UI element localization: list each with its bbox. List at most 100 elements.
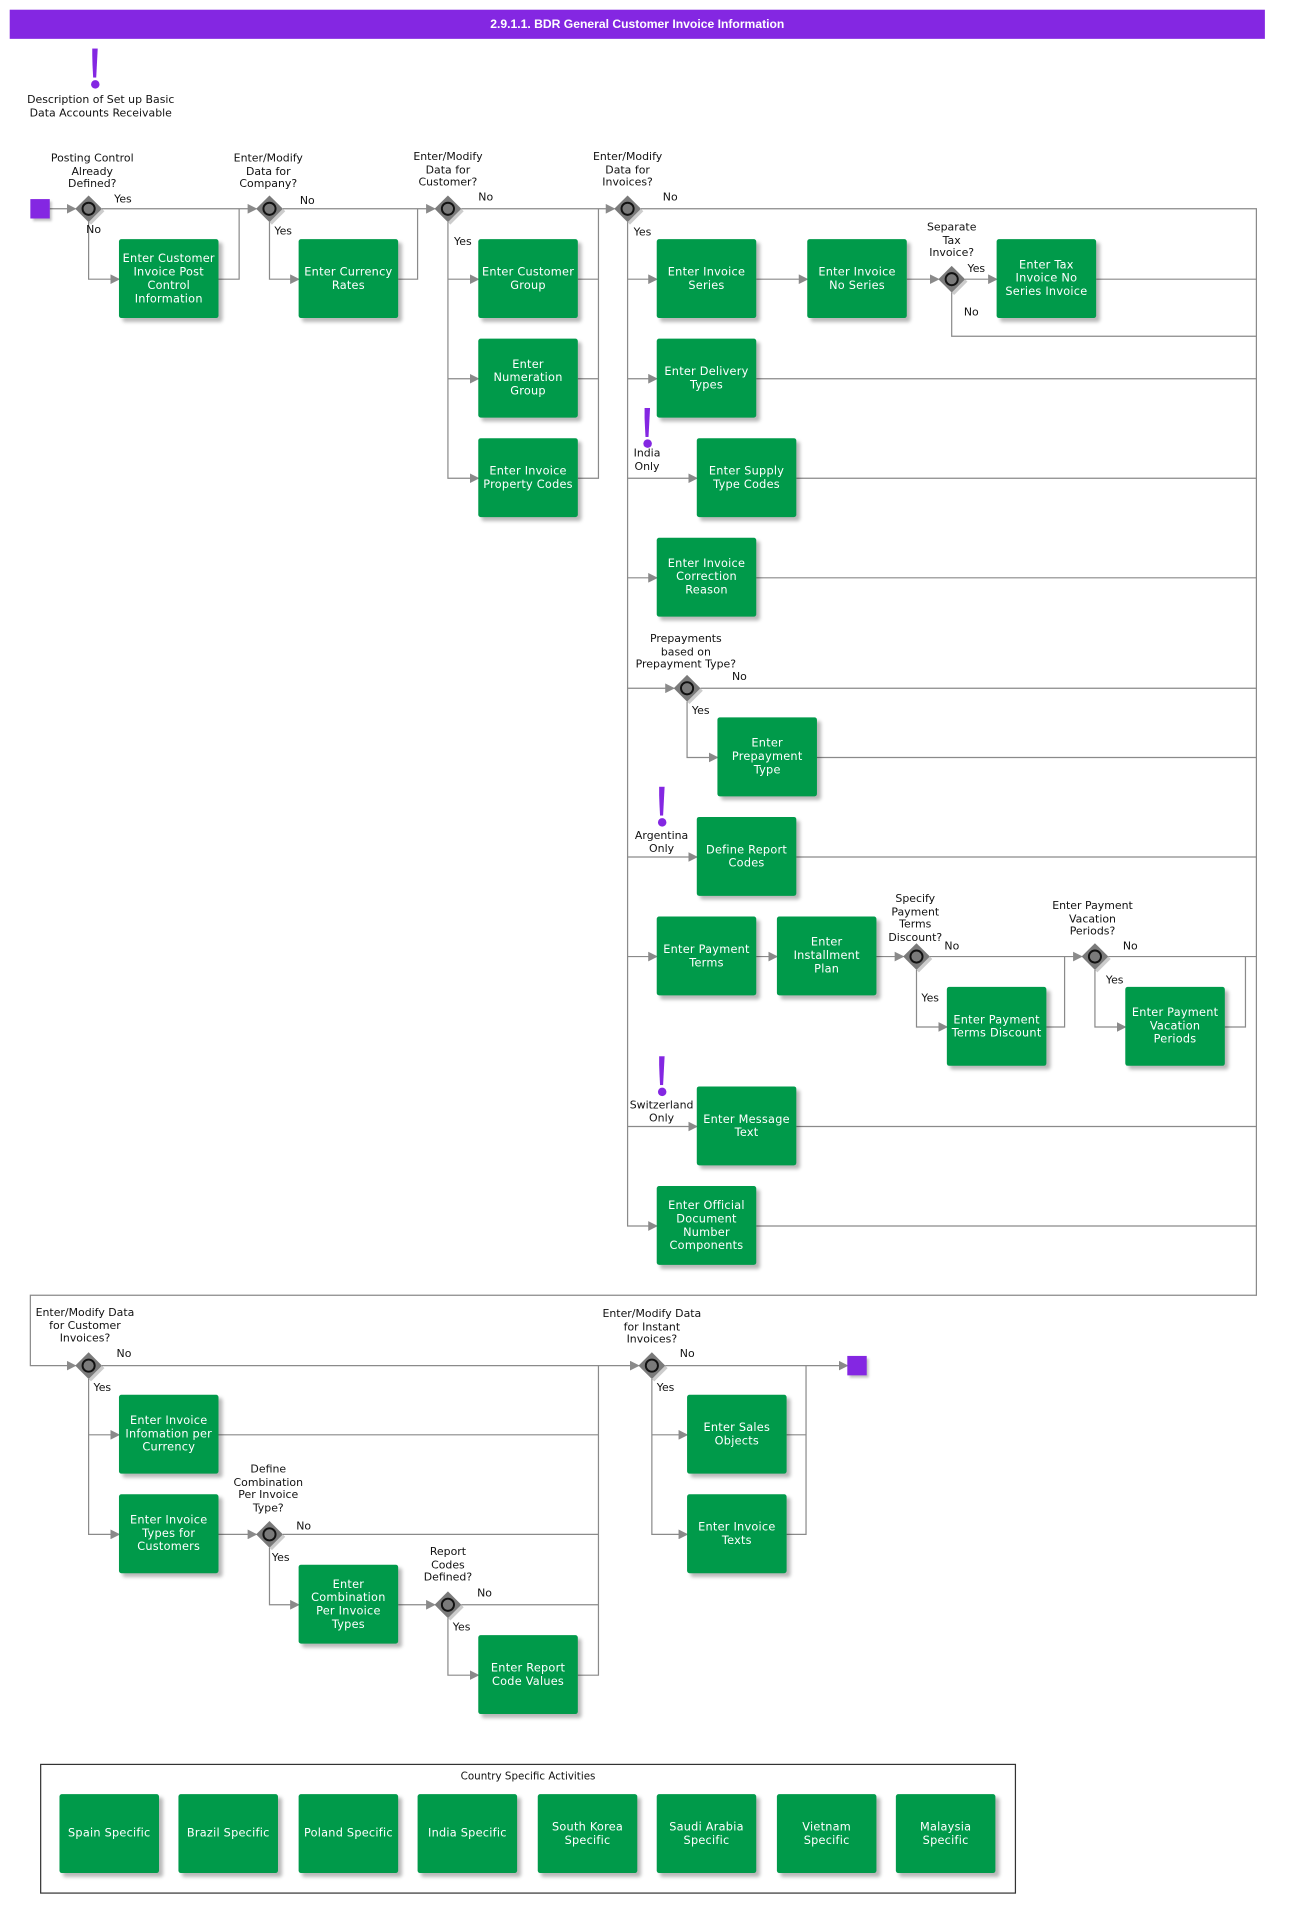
gateway-question: Report Codes Defined? — [423, 1546, 473, 1585]
activity-invoice-no-series[interactable]: Enter Invoice No Series — [807, 239, 907, 319]
activity-report-codes[interactable]: Define Report Codes — [696, 816, 797, 896]
sequence-flow — [218, 208, 240, 280]
exclamation-icon — [657, 1056, 667, 1097]
gateway-question: Enter Payment Vacation Periods? — [1052, 900, 1133, 939]
legend-item: Brazil Specific — [178, 1794, 278, 1874]
legend-item: Poland Specific — [298, 1794, 399, 1874]
yes-label: Yes — [452, 1621, 471, 1634]
activity-official-doc-number[interactable]: Enter Official Document Number Component… — [656, 1185, 757, 1265]
activity-invoice-types-customers[interactable]: Enter Invoice Types for Customers — [118, 1494, 219, 1574]
no-label: No — [963, 307, 979, 320]
gateway-g3 — [434, 195, 464, 225]
gateway-g6 — [638, 1352, 668, 1382]
activity-delivery-types[interactable]: Enter Delivery Types — [656, 338, 757, 418]
legend-title: Country Specific Activities — [460, 1771, 596, 1784]
sequence-flow — [398, 208, 419, 280]
note-india: India Only — [633, 447, 661, 473]
gateway-g-prepay — [673, 674, 703, 705]
sequence-flow — [786, 1365, 807, 1535]
yes-label: Yes — [967, 263, 986, 276]
activity-invoice-property-codes[interactable]: Enter Invoice Property Codes — [478, 438, 578, 518]
sequence-flow — [1094, 969, 1127, 1032]
legend-item: Vietnam Specific — [776, 1794, 877, 1874]
country-legend: Country Specific Activities — [40, 1763, 1017, 1894]
activity-payment-vacation-periods[interactable]: Enter Payment Vacation Periods — [1125, 986, 1225, 1066]
note-argentina: Argentina Only — [634, 830, 689, 856]
gateway-question: Define Combination Per Invoice Type? — [233, 1463, 304, 1515]
no-label: No — [299, 195, 315, 208]
activity-invoice-texts[interactable]: Enter Invoice Texts — [687, 1494, 787, 1574]
yes-label: Yes — [93, 1382, 112, 1395]
gateway-question: Enter/Modify Data for Customer Invoices? — [35, 1307, 135, 1346]
no-label: No — [86, 224, 102, 237]
gateway-question: Enter/Modify Data for Customer? — [413, 151, 483, 190]
activity-sales-objects[interactable]: Enter Sales Objects — [687, 1394, 787, 1474]
activity-post-control[interactable]: Enter Customer Invoice Post Control Info… — [118, 239, 219, 319]
gateway-g-disc — [903, 943, 933, 973]
exclamation-icon — [657, 786, 667, 827]
gateway-question: Enter/Modify Data for Company? — [233, 152, 303, 191]
sequence-flow — [915, 969, 949, 1032]
sequence-flow — [447, 1618, 480, 1681]
activity-info-per-currency[interactable]: Enter Invoice Infomation per Currency — [118, 1394, 219, 1474]
no-label: No — [478, 191, 494, 204]
no-label: No — [944, 940, 960, 953]
legend-item: Malaysia Specific — [895, 1794, 996, 1874]
gateway-g-vac — [1081, 943, 1111, 973]
activity-combination-per-type[interactable]: Enter Combination Per Invoice Types — [298, 1564, 399, 1644]
gateway-g-rep — [434, 1591, 464, 1621]
gateway-g-tax — [938, 265, 968, 295]
yes-label: Yes — [921, 992, 939, 1006]
sequence-flow — [951, 292, 1257, 337]
gateway-g2 — [256, 195, 286, 225]
gateway-question: Enter/Modify Data for Instant Invoices? — [602, 1308, 702, 1347]
activity-payment-terms[interactable]: Enter Payment Terms — [656, 916, 757, 996]
no-label: No — [731, 671, 747, 684]
sequence-flow — [626, 222, 658, 1231]
no-label: No — [679, 1348, 695, 1361]
activity-numeration-group[interactable]: Enter Numeration Group — [478, 338, 578, 418]
legend-item: Saudi Arabia Specific — [656, 1794, 757, 1874]
activity-supply-type-codes[interactable]: Enter Supply Type Codes — [696, 438, 797, 518]
activity-report-code-values[interactable]: Enter Report Code Values — [478, 1635, 578, 1715]
activity-currency-rates[interactable]: Enter Currency Rates — [298, 239, 399, 319]
gateway-g-comb — [256, 1521, 286, 1551]
gateway-question: Enter/Modify Data for Invoices? — [592, 151, 663, 190]
sequence-flow — [29, 208, 1257, 1371]
exclamation-icon — [90, 48, 100, 89]
gateway-g4 — [614, 195, 644, 225]
end-event — [847, 1355, 867, 1376]
activity-message-text[interactable]: Enter Message Text — [696, 1086, 797, 1166]
legend-item: Spain Specific — [59, 1794, 160, 1874]
sequence-flow — [88, 1378, 121, 1540]
legend-item: India Specific — [417, 1794, 518, 1874]
yes-label: Yes — [656, 1382, 675, 1395]
no-label: No — [662, 191, 678, 204]
gateway-g5 — [75, 1352, 105, 1382]
gateway-question: Posting Control Already Defined? — [50, 152, 134, 191]
gateway-g1 — [75, 195, 105, 225]
yes-label: Yes — [274, 225, 292, 238]
sequence-flow — [1046, 956, 1066, 1028]
activity-prepayment-type[interactable]: Enter Prepayment Type — [717, 717, 817, 797]
gateway-question: Specify Payment Terms Discount? — [888, 893, 943, 945]
yes-label: Yes — [453, 236, 472, 249]
yes-label: Yes — [691, 705, 710, 718]
activity-installment-plan[interactable]: Enter Installment Plan — [776, 916, 877, 996]
sequence-flow — [651, 1378, 689, 1540]
sequence-flow — [268, 222, 300, 285]
activity-correction-reason[interactable]: Enter Invoice Correction Reason — [656, 537, 757, 617]
note-intro: Description of Set up Basic Data Account… — [27, 94, 175, 120]
activity-invoice-series[interactable]: Enter Invoice Series — [656, 239, 757, 319]
no-label: No — [296, 1521, 312, 1534]
activity-payment-terms-discount[interactable]: Enter Payment Terms Discount — [946, 986, 1047, 1066]
activity-customer-group[interactable]: Enter Customer Group — [478, 239, 578, 319]
no-label: No — [477, 1587, 492, 1600]
activity-tax-invoice-no-series[interactable]: Enter Tax Invoice No Series Invoice — [996, 239, 1097, 319]
yes-label: Yes — [633, 226, 652, 240]
start-event — [30, 199, 50, 219]
no-label: No — [116, 1348, 132, 1361]
sequence-flow — [88, 222, 121, 285]
legend-item: South Korea Specific — [537, 1794, 638, 1874]
